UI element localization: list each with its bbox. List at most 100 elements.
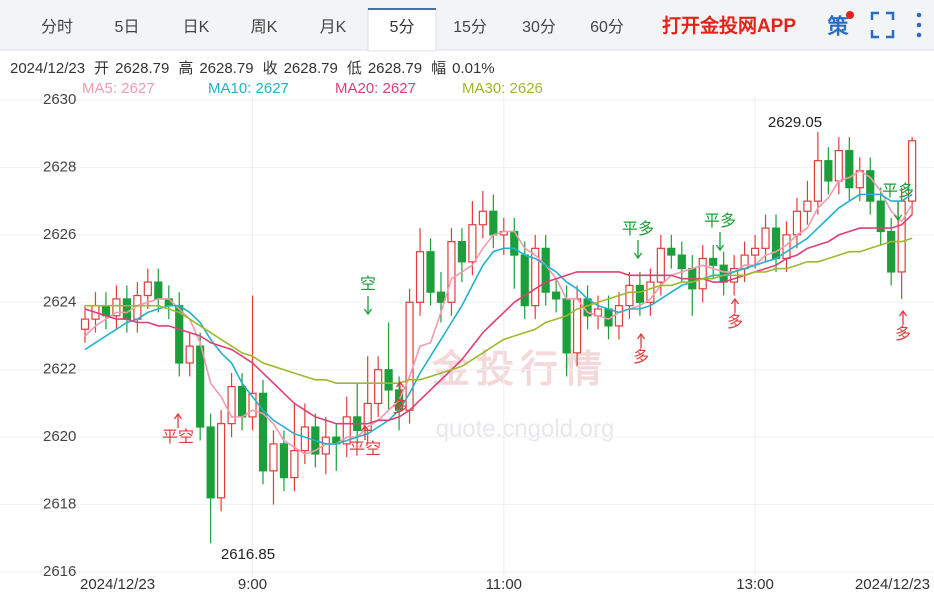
signal-arrow-head [360, 424, 370, 432]
candle-body [300, 426, 309, 452]
tab[interactable]: 5日 [115, 19, 140, 36]
candle-body [719, 264, 728, 283]
candle-body [709, 257, 718, 266]
app-link[interactable]: 打开金投网APP [662, 14, 796, 37]
y-tick-label: 2618 [43, 496, 76, 513]
tab[interactable]: 月K [320, 19, 347, 36]
candle-body [447, 241, 456, 303]
candle-body [541, 247, 550, 293]
info-value: 2628.79 [368, 60, 422, 77]
x-tick-label: 2024/12/23 [80, 576, 155, 593]
candle-body [426, 251, 435, 293]
signal-label: 平空 [162, 428, 194, 446]
candle-body [217, 423, 226, 499]
candle-body [824, 160, 833, 182]
candle-body [625, 284, 634, 307]
signal-arrow-head [633, 252, 643, 260]
tab[interactable]: 周K [251, 19, 278, 36]
tab[interactable]: 30分 [522, 18, 556, 36]
signal-label: 空 [360, 275, 376, 293]
watermark: quote.cngold.org [436, 415, 615, 442]
tab[interactable]: 日K [183, 19, 210, 36]
active-tab-bg [367, 8, 437, 52]
candle-body [750, 247, 760, 256]
info-value: 0.01% [452, 60, 495, 77]
tab[interactable]: 5分 [390, 18, 415, 36]
legend-entry: MA10: 2627 [208, 80, 289, 97]
candle-body [656, 247, 665, 283]
candle-body [279, 443, 289, 479]
candle-body [258, 392, 268, 472]
legend-entry: MA30: 2626 [462, 80, 543, 97]
candle-body [290, 450, 299, 479]
legend-entry: MA20: 2627 [335, 80, 416, 97]
candle-body [154, 281, 163, 300]
candle-body [897, 200, 906, 273]
tab[interactable]: 15分 [453, 18, 487, 36]
candle-body [112, 298, 121, 317]
y-tick-label: 2622 [43, 361, 76, 378]
signal-label: 平多 [622, 220, 654, 238]
candle-body [792, 210, 802, 236]
candle-body [646, 281, 655, 303]
signal-label: 平空 [349, 440, 381, 458]
more-icon[interactable] [916, 12, 922, 38]
info-line: 2024/12/23 开 2628.79 高 2628.79 收 2628.79 低 2628.… [10, 60, 495, 77]
candle-body [489, 210, 498, 236]
candle-body [635, 284, 645, 303]
strategy-button[interactable]: 策 [828, 15, 850, 39]
candle-body [908, 140, 917, 202]
info-value: 2628.79 [199, 60, 253, 77]
candle-body [478, 210, 487, 226]
y-tick-label: 2624 [43, 293, 76, 310]
candle-body [834, 149, 843, 182]
info-label: 幅 [431, 60, 446, 77]
signal-label: 平多 [704, 212, 736, 230]
candle-body [468, 224, 477, 263]
info-label: 低 [347, 60, 362, 77]
fullscreen-icon[interactable] [870, 11, 895, 39]
signal-arrow-head [395, 380, 405, 388]
candle-body [531, 247, 540, 307]
signal-label: 多 [895, 325, 911, 343]
info-date: 2024/12/23 [10, 60, 85, 77]
signal-arrow-head [715, 244, 725, 252]
x-tick-label: 13:00 [736, 576, 774, 593]
x-tick-label: 9:00 [238, 576, 267, 593]
tab[interactable]: 60分 [590, 18, 624, 36]
info-value: 2628.79 [284, 60, 338, 77]
info-label: 收 [263, 60, 278, 77]
info-value: 2628.79 [115, 60, 169, 77]
candle-body [227, 385, 236, 425]
x-tick-label: 2024/12/23 [855, 576, 930, 593]
candle-body [185, 345, 194, 364]
signal-arrow-head [173, 412, 183, 420]
y-tick-label: 2626 [43, 226, 76, 243]
ma-line [84, 193, 913, 445]
tab[interactable]: 分时 [41, 18, 73, 36]
candle-body [562, 298, 571, 354]
signal-arrow-head [636, 332, 646, 340]
candle-body [248, 392, 257, 418]
candle-body [887, 230, 896, 273]
candle-body [374, 369, 383, 405]
info-label: 高 [178, 60, 193, 77]
candle-body [196, 345, 205, 428]
candle-body [384, 369, 393, 391]
min-label: 2616.85 [221, 546, 275, 563]
y-tick-label: 2630 [43, 91, 76, 108]
candle-body [122, 298, 131, 320]
plot: 金投行情quote.cngold.org26162618262026222624… [0, 80, 934, 593]
tab-bar [0, 0, 934, 50]
candle-body [572, 298, 582, 354]
candle-body [845, 149, 854, 189]
candle-body [761, 227, 770, 249]
candle-body [876, 200, 885, 233]
signal-label: 多 [392, 398, 408, 416]
candle-body [552, 291, 561, 300]
candle-body [237, 385, 247, 418]
signal-arrow-head [730, 297, 740, 305]
candle-body [342, 416, 351, 445]
